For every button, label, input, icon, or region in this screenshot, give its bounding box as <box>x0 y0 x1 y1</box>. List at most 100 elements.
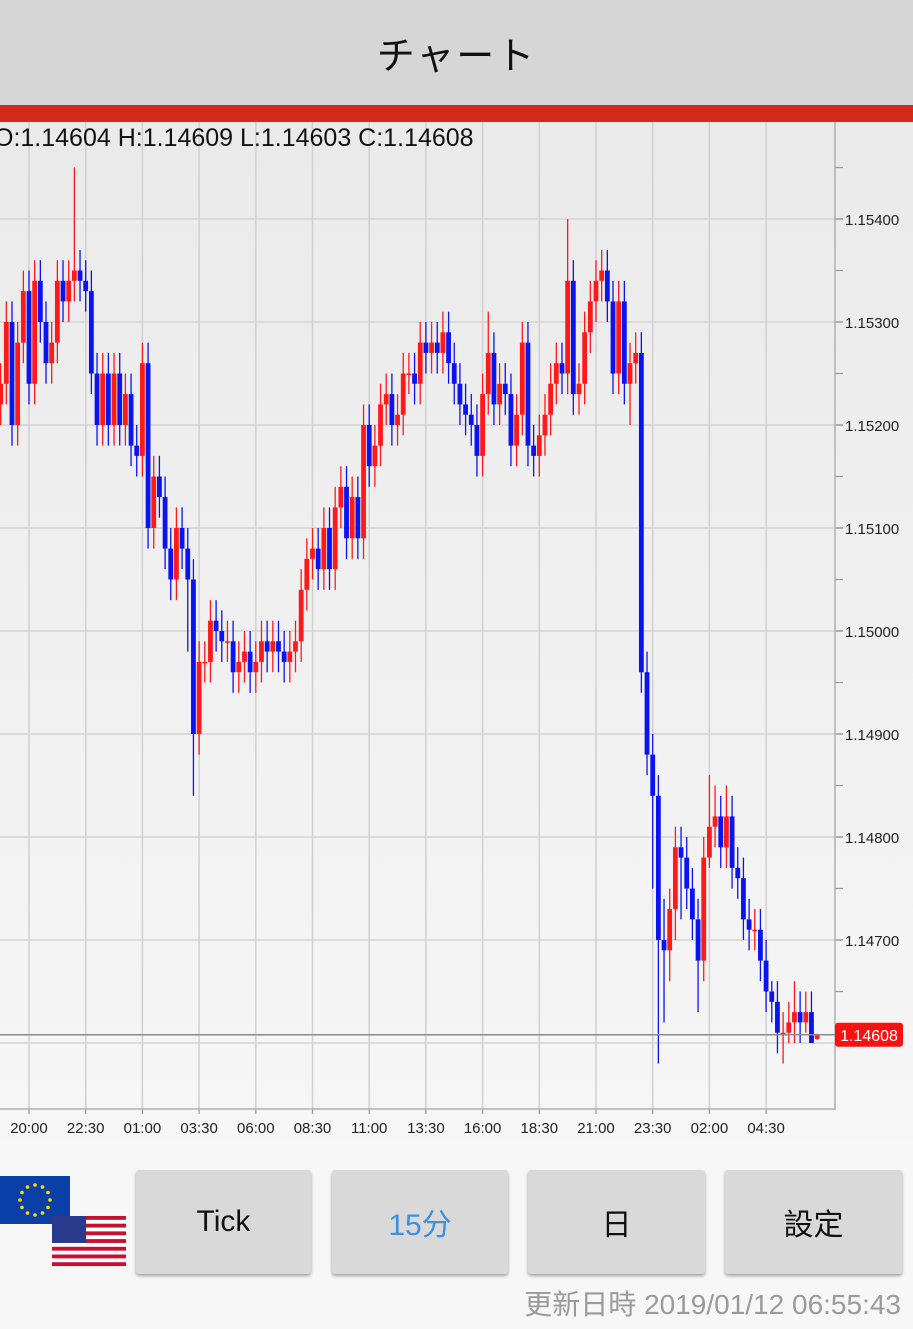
flag-stripe <box>52 1262 126 1267</box>
candle-body <box>179 528 185 549</box>
candle-body <box>678 847 684 858</box>
candle <box>485 311 491 415</box>
app-header: チャート <box>0 0 913 105</box>
candle <box>259 620 264 683</box>
candle-body <box>140 363 145 456</box>
candle-body <box>565 280 571 374</box>
flag-star <box>18 1198 22 1202</box>
candle-body <box>695 919 701 961</box>
candle-body <box>395 414 400 425</box>
candle <box>553 342 559 405</box>
flag-star <box>20 1190 24 1195</box>
candle-body <box>88 291 94 374</box>
candle <box>633 332 639 384</box>
candle <box>525 322 531 467</box>
flag-star <box>48 1198 52 1202</box>
candle <box>758 909 763 982</box>
candle-body <box>259 641 264 662</box>
candle <box>361 404 366 559</box>
current-price-badge <box>835 1022 903 1047</box>
candle <box>94 352 100 446</box>
candle-body <box>412 373 417 384</box>
candle-body <box>519 342 525 415</box>
candle-body <box>627 363 633 384</box>
y-tick-label: 1.15200 <box>845 418 899 435</box>
candlestick-chart[interactable]: 1.15400 1.15300 1.15200 1.15100 1.15000 1.149… <box>0 122 913 1142</box>
candle <box>185 528 191 652</box>
candle <box>621 280 627 405</box>
daily-button[interactable]: 日 <box>528 1170 705 1274</box>
candle-body <box>0 383 4 405</box>
interval-15min-button[interactable]: 15分 <box>332 1170 508 1274</box>
candle <box>253 641 259 693</box>
candle <box>650 734 656 889</box>
candle <box>587 280 593 353</box>
interval-15min-label: 15分 <box>388 1209 452 1242</box>
candle-body <box>797 1012 803 1023</box>
candle <box>429 322 434 374</box>
candle <box>695 898 701 1013</box>
candle-body <box>111 373 117 425</box>
candle <box>582 311 588 405</box>
candle <box>417 322 423 405</box>
settings-button[interactable]: 設定 <box>725 1170 902 1274</box>
candle <box>746 898 752 951</box>
candle <box>20 270 26 364</box>
candle <box>66 260 72 322</box>
x-tick-label: 20:00 <box>10 1120 48 1137</box>
candle-body <box>786 1022 792 1033</box>
candle-body <box>219 631 225 642</box>
candle-body <box>542 414 548 436</box>
flag-star <box>46 1205 50 1210</box>
candle <box>502 363 508 415</box>
candle-body <box>570 280 576 395</box>
candle <box>775 981 780 1054</box>
candle <box>536 414 542 477</box>
candle <box>111 352 117 446</box>
candle <box>43 301 49 384</box>
candle <box>191 558 196 796</box>
candle <box>451 342 457 405</box>
candle-body <box>457 383 463 405</box>
candle <box>678 826 684 920</box>
flag-star <box>40 1211 45 1215</box>
candle-body <box>361 425 366 539</box>
candle <box>247 631 253 693</box>
flag-stripe <box>52 1246 126 1251</box>
candle-body <box>701 857 707 961</box>
accent-bar <box>0 105 913 122</box>
candle <box>383 373 389 425</box>
candle <box>270 620 276 673</box>
candle <box>712 785 718 848</box>
candle <box>88 270 94 395</box>
candle-body <box>304 558 310 590</box>
candle <box>100 352 106 446</box>
candle <box>304 538 310 611</box>
ohlc-readout: O:1.14604 H:1.14609 L:1.14603 C:1.14608 <box>0 124 474 152</box>
candle <box>327 507 332 590</box>
candle <box>446 311 451 384</box>
candle <box>168 528 174 601</box>
x-tick-label: 04:30 <box>747 1120 785 1137</box>
candle <box>0 363 4 425</box>
candle <box>37 260 43 343</box>
current-price-label: 1.14608 <box>840 1028 898 1045</box>
candle <box>718 795 724 868</box>
candle <box>196 641 202 755</box>
candle-body <box>383 394 389 405</box>
candle <box>780 1012 786 1064</box>
eur-usd-flags-icon[interactable] <box>0 1176 130 1268</box>
candle <box>792 981 797 1043</box>
flag-stripe <box>52 1239 126 1243</box>
candle <box>661 898 667 1023</box>
candle <box>378 383 383 467</box>
tick-button[interactable]: Tick <box>136 1170 311 1274</box>
candle <box>276 620 281 673</box>
page-title: チャート <box>376 34 537 78</box>
candle <box>468 394 474 446</box>
candle-body <box>157 476 162 498</box>
x-tick-label: 13:30 <box>407 1120 445 1137</box>
candle <box>49 322 55 384</box>
candle-body <box>502 383 508 395</box>
candle-body <box>225 641 230 643</box>
